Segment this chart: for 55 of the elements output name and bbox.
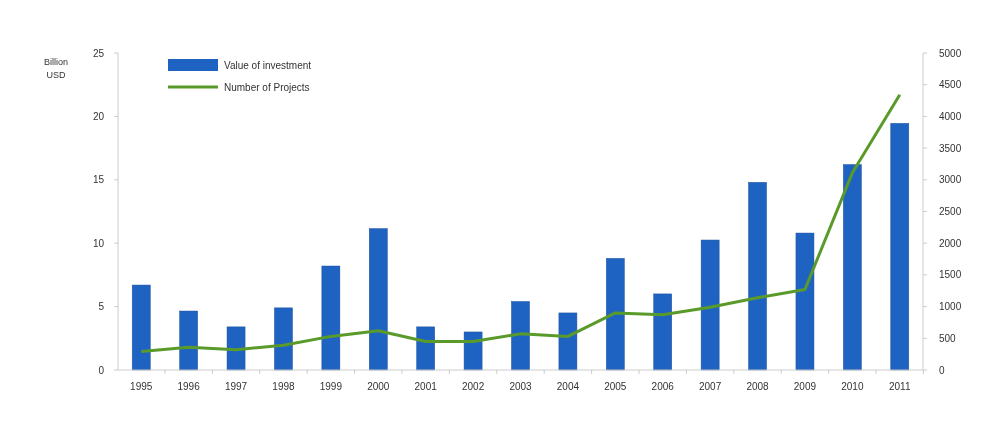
x-tick-label: 1995 <box>130 381 153 392</box>
x-tick-label: 2002 <box>461 381 485 392</box>
y-tick-label: 5 <box>98 301 105 313</box>
x-tick-label: 1998 <box>272 381 296 392</box>
bar <box>179 310 198 371</box>
y2-tick-label: 2500 <box>939 206 962 217</box>
x-tick-label: 2004 <box>556 381 580 392</box>
x-tick-label: 2006 <box>651 381 675 392</box>
y2-tick-label: 3500 <box>939 142 962 154</box>
y2-tick-label: 4000 <box>939 110 962 122</box>
bar <box>843 164 862 371</box>
x-tick-label: 2011 <box>889 381 911 392</box>
bar <box>511 301 530 371</box>
bar <box>321 265 341 371</box>
bar <box>748 182 767 371</box>
bar <box>795 232 815 371</box>
y2-tick-label: 2000 <box>939 237 962 249</box>
bar <box>653 293 672 371</box>
y-tick-label: 25 <box>92 47 105 59</box>
bar <box>606 258 625 371</box>
x-tick-label: 1999 <box>319 381 343 392</box>
bar <box>416 326 435 371</box>
bar <box>226 326 246 371</box>
bar <box>558 312 578 371</box>
y2-tick-label: 500 <box>939 332 957 344</box>
legend-label: Value of investment <box>224 59 312 71</box>
line-series <box>139 93 902 354</box>
x-tick-label: 1996 <box>177 381 201 392</box>
bar <box>463 331 483 371</box>
x-tick-label: 2001 <box>414 381 438 392</box>
y2-tick-label: 1000 <box>939 301 962 313</box>
y-axis-title: Billion USD <box>43 57 69 80</box>
y2-tick-label: 0 <box>939 364 945 376</box>
y2-tick-label: 1500 <box>939 269 962 281</box>
y2-tick-label: 4500 <box>939 79 962 91</box>
x-tick-label: 2008 <box>746 381 770 392</box>
x-tick-label: 2010 <box>841 381 864 392</box>
y-tick-label: 10 <box>92 237 105 249</box>
x-tick-label: 2000 <box>367 381 390 392</box>
x-tick-label: 2005 <box>604 381 627 392</box>
x-tick-label: 2009 <box>793 381 817 392</box>
y2-tick-label: 5000 <box>939 47 962 59</box>
bar <box>369 228 388 371</box>
x-tick-label: 2003 <box>509 381 533 392</box>
x-tick-label: 2007 <box>699 381 722 392</box>
x-tick-label: 1997 <box>224 381 248 392</box>
bar <box>700 239 720 371</box>
legend-label: Number of Projects <box>224 81 310 93</box>
y2-tick-label: 3000 <box>939 174 962 186</box>
bar <box>274 307 293 371</box>
y-tick-label: 0 <box>98 364 105 376</box>
y-tick-label: 20 <box>92 110 105 122</box>
bar <box>131 284 151 371</box>
y-tick-label: 15 <box>92 174 105 186</box>
bar <box>890 123 910 371</box>
